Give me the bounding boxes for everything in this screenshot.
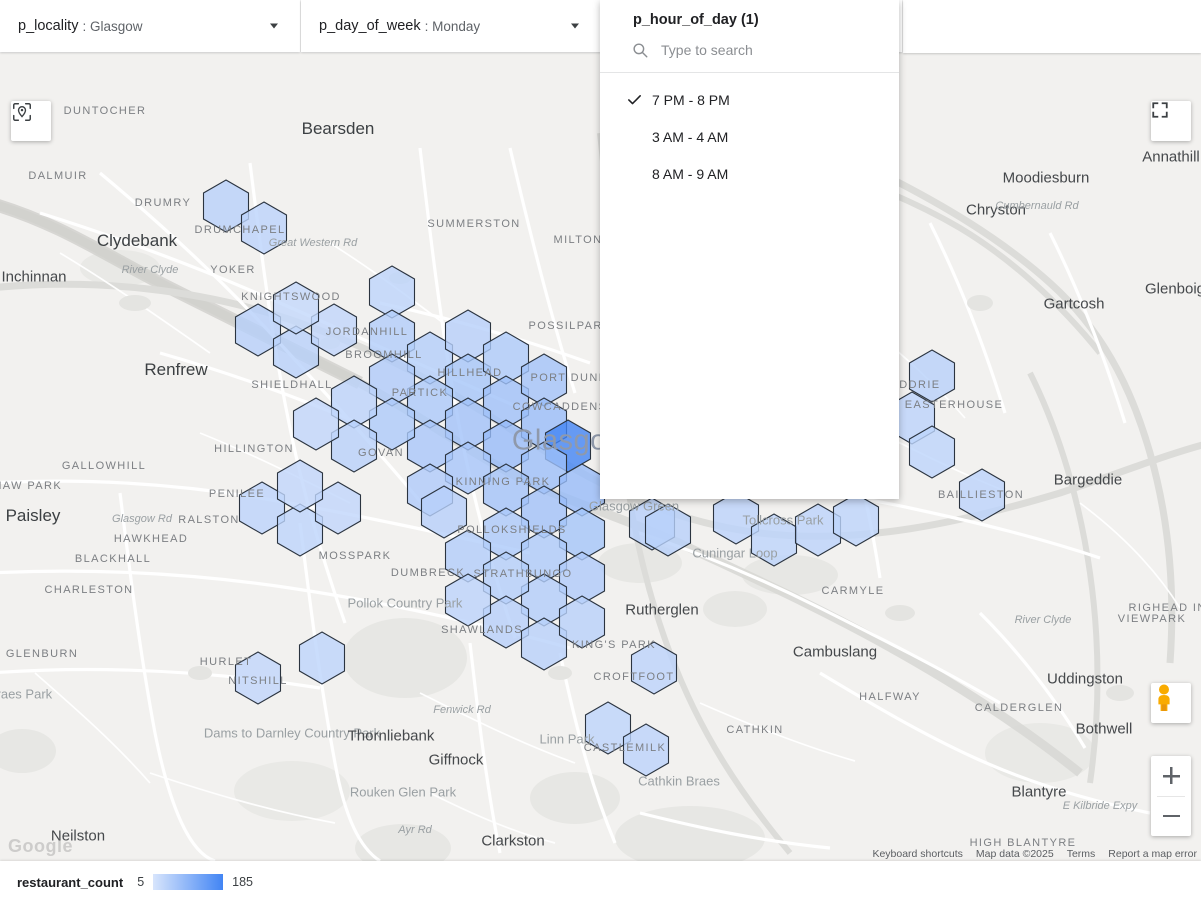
- legend-gradient-bar: [153, 874, 224, 890]
- locate-me-button[interactable]: [11, 101, 51, 141]
- filter-value: : Monday: [424, 18, 481, 34]
- hexagon-cell[interactable]: [292, 397, 340, 451]
- filter-chip-p_day_of_week[interactable]: p_day_of_week : Monday: [301, 0, 601, 52]
- zoom-out-button[interactable]: [1151, 796, 1191, 836]
- dropdown-option[interactable]: 7 PM - 8 PM: [600, 81, 899, 118]
- hexagon-cell[interactable]: [202, 179, 250, 233]
- hexagon-cell[interactable]: [234, 651, 282, 705]
- street-view-pegman-button[interactable]: [1151, 683, 1191, 723]
- hexagon-cell[interactable]: [712, 491, 760, 545]
- hexagon-cell[interactable]: [444, 441, 492, 495]
- dropdown-search-row[interactable]: [600, 37, 899, 73]
- hexagon-cell[interactable]: [908, 349, 956, 403]
- dropdown-option-label: 8 AM - 9 AM: [652, 165, 729, 182]
- check-icon: [626, 91, 652, 108]
- fullscreen-button[interactable]: [1151, 101, 1191, 141]
- hexagon-cell[interactable]: [622, 723, 670, 777]
- hexagon-cell[interactable]: [558, 595, 606, 649]
- hexagon-cell[interactable]: [630, 641, 678, 695]
- dropdown-option[interactable]: 3 AM - 4 AM: [600, 118, 899, 155]
- filter-label: p_locality: [18, 18, 79, 34]
- filter-value: : Glasgow: [82, 18, 143, 34]
- dropdown-option-label: 3 AM - 4 AM: [652, 128, 729, 145]
- filter-label: p_day_of_week: [319, 18, 421, 34]
- search-icon: [633, 43, 648, 58]
- map-data-text: Map data ©2025: [975, 848, 1054, 860]
- dropdown-title: p_hour_of_day (1): [633, 12, 759, 28]
- hexagon-heat-layer[interactable]: [0, 53, 1201, 861]
- fullscreen-icon: [1152, 102, 1168, 118]
- legend-max-value: 185: [232, 875, 254, 889]
- zoom-in-button[interactable]: [1151, 756, 1191, 796]
- dropdown-option-label: 7 PM - 8 PM: [652, 91, 730, 108]
- report-map-error-link[interactable]: Report a map error: [1108, 848, 1197, 860]
- pegman-icon: [1158, 684, 1170, 711]
- dropdown-search-input[interactable]: [661, 42, 861, 58]
- legend-bar: restaurant_count 5 185: [0, 861, 1201, 903]
- p_hour_of_day-dropdown-panel[interactable]: p_hour_of_day (1) 7 PM - 8 PM 3 AM - 4 AM…: [600, 0, 899, 499]
- legend-scale: 5 185: [137, 874, 253, 890]
- locate-pin-icon: [13, 103, 31, 121]
- dropdown-option[interactable]: 8 AM - 9 AM: [600, 155, 899, 192]
- hexagon-cell[interactable]: [832, 493, 880, 547]
- hexagon-cell[interactable]: [276, 459, 324, 513]
- dropdown-option-list[interactable]: 7 PM - 8 PM 3 AM - 4 AM 8 AM - 9 AM: [600, 73, 899, 192]
- hexagon-cell[interactable]: [584, 701, 632, 755]
- chevron-down-icon[interactable]: [270, 23, 278, 29]
- hexagon-cell[interactable]: [958, 468, 1006, 522]
- filter-chip-p_locality[interactable]: p_locality : Glasgow: [0, 0, 300, 52]
- terms-link[interactable]: Terms: [1066, 848, 1096, 860]
- hexagon-cell[interactable]: [444, 573, 492, 627]
- hexagon-cell[interactable]: [644, 503, 692, 557]
- hexagon-cell[interactable]: [240, 201, 288, 255]
- hexagon-cell[interactable]: [908, 425, 956, 479]
- chevron-down-icon[interactable]: [571, 23, 579, 29]
- keyboard-shortcuts-link[interactable]: Keyboard shortcuts: [872, 848, 963, 860]
- zoom-controls[interactable]: [1151, 756, 1191, 836]
- filter-bar-spacer: [903, 0, 1201, 53]
- map-attribution: Keyboard shortcuts Map data ©2025 Terms …: [872, 848, 1197, 860]
- hexagon-cell[interactable]: [420, 485, 468, 539]
- hexagon-cell[interactable]: [272, 281, 320, 335]
- legend-title: restaurant_count: [17, 874, 124, 890]
- hexagon-cell[interactable]: [298, 631, 346, 685]
- legend-min-value: 5: [137, 875, 145, 889]
